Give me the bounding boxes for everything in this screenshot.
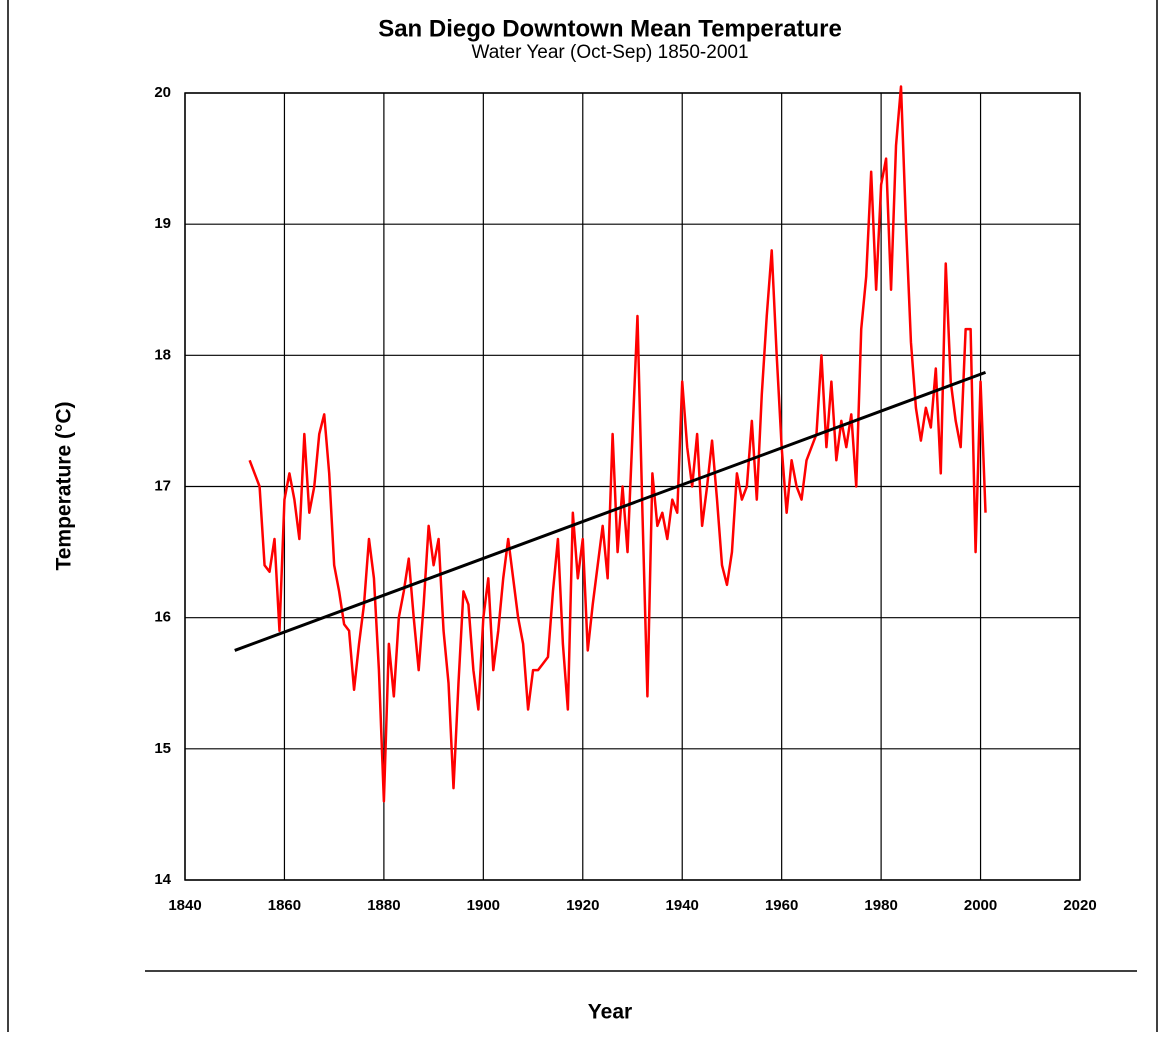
x-tick-label: 2000 [964,897,997,914]
data-line [234,370,987,652]
y-tick-label: 18 [154,346,171,363]
y-axis-label: Temperature (°C) [53,401,76,570]
y-tick-label: 14 [154,871,171,888]
chart-subtitle: Water Year (Oct-Sep) 1850-2001 [471,42,748,63]
y-tick-label: 16 [154,609,171,626]
x-tick-label: 1960 [765,897,798,914]
chart-title: San Diego Downtown Mean Temperature [378,15,842,42]
x-axis-label: Year [588,1001,632,1024]
x-tick-label: 1980 [864,897,897,914]
y-tick-label: 15 [154,740,171,757]
data-line [248,85,987,803]
x-tick-label: 1940 [666,897,699,914]
x-tick-label: 2020 [1063,897,1096,914]
x-tick-label: 1880 [367,897,400,914]
x-tick-label: 1840 [168,897,201,914]
x-tick-label: 1920 [566,897,599,914]
plot-frame [184,92,1081,881]
page-frame [7,0,1158,1037]
y-tick-label: 19 [154,215,171,232]
y-tick-label: 20 [154,84,171,101]
y-tick-label: 17 [154,477,171,494]
x-tick-label: 1860 [268,897,301,914]
x-tick-label: 1900 [467,897,500,914]
